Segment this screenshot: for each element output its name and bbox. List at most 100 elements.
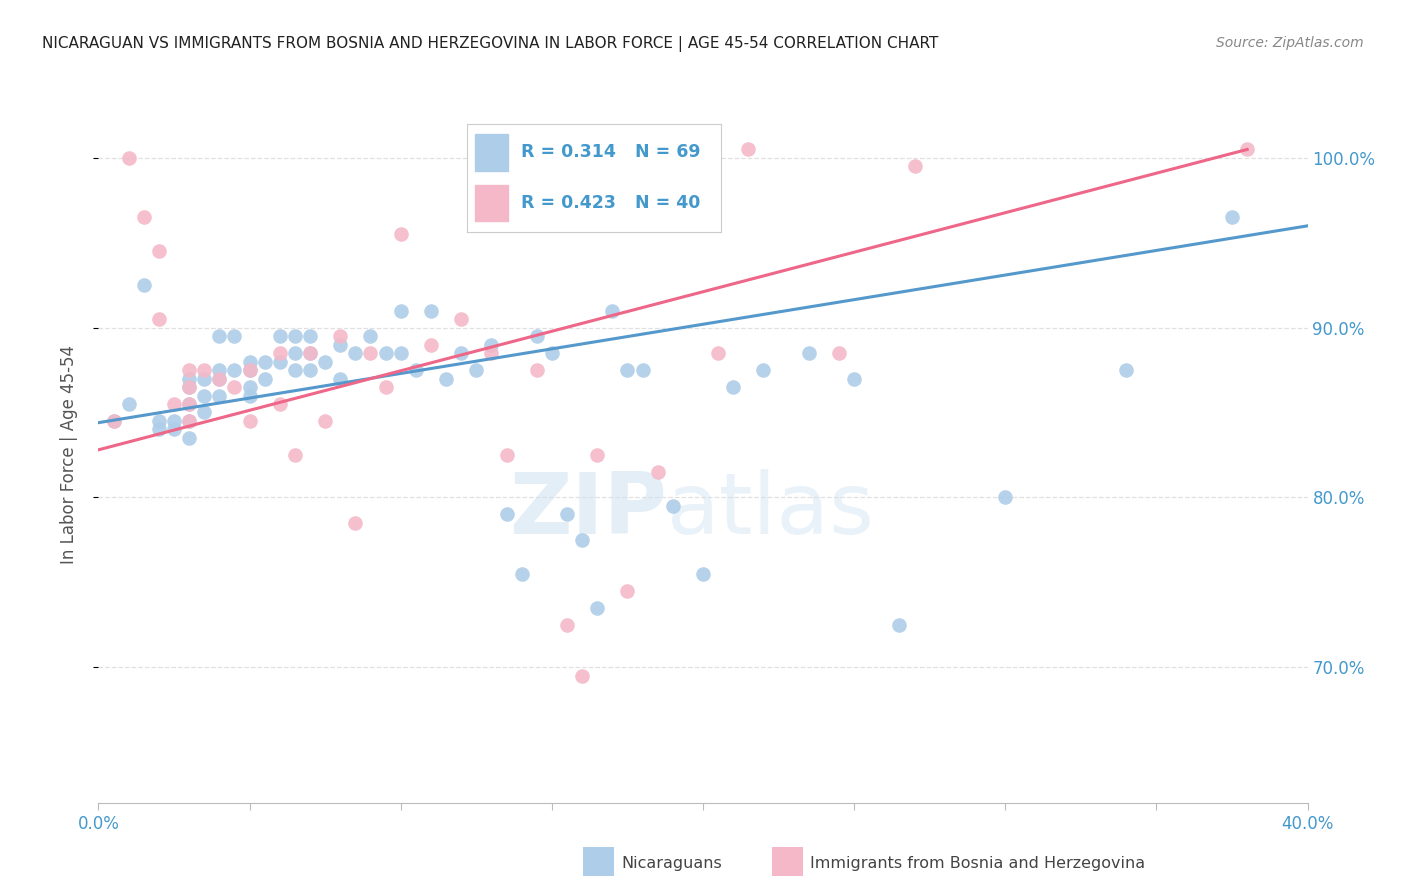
Point [239,363,262,377]
Text: atlas: atlas [666,469,875,552]
Point [179,431,201,445]
Point [329,337,352,351]
Point [299,346,322,360]
Point [737,143,759,157]
Point [692,566,714,581]
Point [239,414,262,428]
Point [299,346,322,360]
Text: Source: ZipAtlas.com: Source: ZipAtlas.com [1216,36,1364,50]
Point [329,371,352,385]
Point [616,363,638,377]
Point [193,405,215,419]
Point [344,346,367,360]
Point [179,414,201,428]
Point [360,329,382,343]
Point [1220,211,1243,225]
Point [239,363,262,377]
Point [571,533,593,547]
Point [389,227,412,242]
Point [797,346,820,360]
Point [179,380,201,394]
Point [555,508,578,522]
Point [299,329,322,343]
Point [269,329,291,343]
Point [269,354,291,368]
Point [193,363,215,377]
Point [179,371,201,385]
Point [284,329,307,343]
Point [540,346,562,360]
Point [616,583,638,598]
Text: NICARAGUAN VS IMMIGRANTS FROM BOSNIA AND HERZEGOVINA IN LABOR FORCE | AGE 45-54 : NICARAGUAN VS IMMIGRANTS FROM BOSNIA AND… [42,36,939,52]
Point [179,380,201,394]
Point [193,388,215,402]
Point [163,422,186,436]
Point [389,346,412,360]
Point [284,363,307,377]
Point [586,448,609,462]
Point [163,397,186,411]
Point [208,363,231,377]
Point [103,414,125,428]
Point [299,363,322,377]
Point [994,491,1017,505]
Point [118,397,141,411]
Point [224,363,246,377]
Point [828,346,851,360]
Point [148,422,170,436]
Point [208,329,231,343]
Point [420,337,443,351]
Point [1236,143,1258,157]
Point [360,346,382,360]
Point [148,312,170,326]
Point [661,499,683,513]
Point [889,617,911,632]
Point [752,363,775,377]
Point [571,668,593,682]
Point [481,337,503,351]
Point [526,329,548,343]
Point [179,363,201,377]
Point [179,397,201,411]
Point [179,397,201,411]
Text: Immigrants from Bosnia and Herzegovina: Immigrants from Bosnia and Herzegovina [810,856,1144,871]
Point [208,388,231,402]
Point [179,414,201,428]
Point [723,380,745,394]
Point [239,380,262,394]
Point [314,414,336,428]
Point [495,508,517,522]
Text: Nicaraguans: Nicaraguans [621,856,723,871]
Point [269,346,291,360]
Point [434,371,457,385]
Point [481,346,503,360]
Point [224,329,246,343]
Point [253,354,276,368]
Point [465,363,488,377]
Point [707,346,730,360]
Point [374,346,396,360]
Point [163,414,186,428]
Point [132,211,155,225]
Point [148,414,170,428]
Point [329,329,352,343]
Point [526,363,548,377]
Point [450,312,472,326]
Point [647,465,669,479]
Point [239,354,262,368]
Point [284,448,307,462]
Point [1115,363,1137,377]
Point [450,346,472,360]
Point [314,354,336,368]
Point [405,363,427,377]
Point [103,414,125,428]
Point [344,516,367,530]
Point [253,371,276,385]
Point [193,371,215,385]
Point [510,566,533,581]
Point [269,397,291,411]
Point [586,600,609,615]
Point [132,278,155,293]
Point [495,448,517,462]
Point [208,371,231,385]
